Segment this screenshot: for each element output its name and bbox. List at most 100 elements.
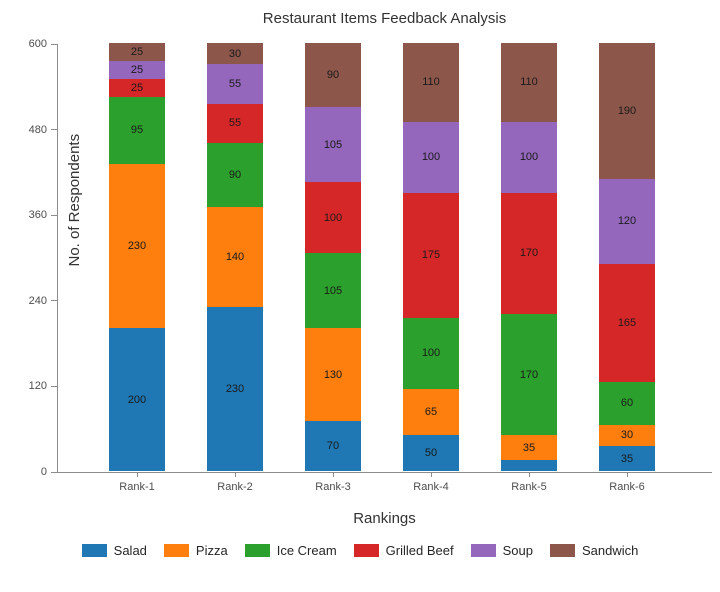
bar-value-label: 55 xyxy=(228,117,242,130)
x-axis-line xyxy=(57,472,712,473)
bar-segment-grilled-beef-rank-3: 100 xyxy=(305,182,361,254)
y-tick-mark xyxy=(51,214,57,216)
x-tick-label-rank-5: Rank-5 xyxy=(511,481,547,493)
bar-value-label: 25 xyxy=(130,81,144,94)
bar-segment-pizza-rank-1: 230 xyxy=(109,164,165,329)
legend-item-grilled-beef: Grilled Beef xyxy=(353,543,454,558)
bar-segment-ice-cream-rank-6: 60 xyxy=(599,381,655,425)
bar-segment-grilled-beef-rank-5: 170 xyxy=(501,192,557,315)
legend-label-pizza: Pizza xyxy=(195,543,228,558)
bar-value-label: 170 xyxy=(519,247,539,260)
bar-value-label: 70 xyxy=(326,440,340,453)
bar-value-label: 25 xyxy=(130,63,144,76)
legend-item-soup: Soup xyxy=(470,543,533,558)
bar-segment-sandwich-rank-4: 110 xyxy=(403,43,459,122)
bar-value-label: 65 xyxy=(424,406,438,419)
x-tick-label-rank-4: Rank-4 xyxy=(413,481,449,493)
x-tick-label-rank-6: Rank-6 xyxy=(609,481,645,493)
legend-item-sandwich: Sandwich xyxy=(549,543,639,558)
chart-legend: Salad Pizza Ice Cream Grilled Beef Soup Sandw… xyxy=(0,543,720,558)
bar-segment-grilled-beef-rank-4: 175 xyxy=(403,192,459,318)
bar-segment-pizza-rank-3: 130 xyxy=(305,328,361,422)
bar-segment-sandwich-rank-3: 90 xyxy=(305,43,361,108)
bar-value-label: 35 xyxy=(522,441,536,454)
bar-segment-pizza-rank-2: 140 xyxy=(207,207,263,307)
bar-value-label: 200 xyxy=(127,393,147,406)
bar-rank-4: 50 65 100 175 100 110 xyxy=(403,43,459,471)
y-tick-mark xyxy=(51,129,57,131)
bar-segment-ice-cream-rank-2: 90 xyxy=(207,142,263,208)
bar-segment-ice-cream-rank-5: 170 xyxy=(501,314,557,436)
x-tick-label-rank-3: Rank-3 xyxy=(315,481,351,493)
bar-segment-grilled-beef-rank-6: 165 xyxy=(599,264,655,382)
bar-value-label: 25 xyxy=(130,45,144,58)
legend-item-ice-cream: Ice Cream xyxy=(244,543,337,558)
bar-segment-grilled-beef-rank-1: 25 xyxy=(109,78,165,97)
y-tick-mark xyxy=(51,300,57,302)
bar-segment-sandwich-rank-1: 25 xyxy=(109,43,165,61)
y-axis-line xyxy=(57,44,58,472)
legend-swatch-grilled-beef xyxy=(353,544,379,557)
bar-segment-ice-cream-rank-4: 100 xyxy=(403,317,459,389)
y-tick-label: 0 xyxy=(40,466,47,478)
bar-segment-salad-rank-6: 35 xyxy=(599,446,655,471)
bar-rank-5: 35 170 170 100 110 xyxy=(501,43,557,471)
bar-value-label: 140 xyxy=(225,251,245,263)
x-tick-label-rank-1: Rank-1 xyxy=(119,481,155,493)
legend-label-soup: Soup xyxy=(502,543,533,558)
bar-value-label: 130 xyxy=(323,368,343,381)
bar-value-label: 55 xyxy=(228,78,242,91)
legend-swatch-sandwich xyxy=(549,544,575,557)
bar-value-label: 230 xyxy=(225,382,245,395)
legend-label-ice-cream: Ice Cream xyxy=(276,543,337,558)
y-tick-label: 120 xyxy=(28,380,47,393)
legend-label-sandwich: Sandwich xyxy=(581,543,639,558)
bar-value-label: 100 xyxy=(323,211,343,224)
x-tick-mark xyxy=(235,473,236,477)
legend-swatch-ice-cream xyxy=(244,544,270,557)
bar-rank-1: 200 230 95 25 25 25 xyxy=(109,43,165,471)
bar-segment-pizza-rank-4: 65 xyxy=(403,388,459,436)
x-tick-mark xyxy=(333,473,334,477)
bar-value-label: 190 xyxy=(617,104,637,117)
bar-segment-soup-rank-1: 25 xyxy=(109,60,165,79)
y-tick-mark xyxy=(51,471,57,473)
legend-swatch-salad xyxy=(81,544,107,557)
bar-segment-ice-cream-rank-1: 95 xyxy=(109,96,165,165)
bar-value-label: 170 xyxy=(519,368,539,381)
bar-value-label: 50 xyxy=(424,447,438,460)
y-tick-label: 240 xyxy=(28,294,47,307)
y-tick-mark xyxy=(51,385,57,387)
bar-value-label: 90 xyxy=(326,69,340,82)
bar-value-label: 100 xyxy=(421,347,441,360)
bar-value-label: 35 xyxy=(620,452,634,465)
chart-title: Restaurant Items Feedback Analysis xyxy=(262,10,507,27)
bar-value-label: 30 xyxy=(620,429,634,442)
plot-area: 0 120 240 360 480 600 Rank-1 Rank-2 Rank-3 Rank-… xyxy=(29,38,712,493)
bar-value-label: 110 xyxy=(520,76,538,89)
y-tick-label: 600 xyxy=(28,38,47,50)
bar-rank-6: 35 30 60 165 120 190 xyxy=(599,43,655,471)
bar-segment-sandwich-rank-5: 110 xyxy=(501,43,557,122)
legend-item-pizza: Pizza xyxy=(163,543,228,558)
y-tick-label: 360 xyxy=(28,209,47,222)
bar-segment-ice-cream-rank-3: 105 xyxy=(305,253,361,329)
y-tick-mark xyxy=(51,43,57,45)
bar-segment-salad-rank-4: 50 xyxy=(403,435,459,471)
bar-segment-salad-rank-3: 70 xyxy=(305,421,361,471)
bar-value-label: 30 xyxy=(228,47,242,60)
x-tick-mark xyxy=(137,473,138,477)
bar-segment-salad-rank-5 xyxy=(501,460,557,471)
bar-value-label: 120 xyxy=(617,215,637,228)
legend-label-salad: Salad xyxy=(113,543,147,558)
bar-value-label: 105 xyxy=(323,284,343,297)
x-tick-mark xyxy=(627,473,628,477)
bar-segment-grilled-beef-rank-2: 55 xyxy=(207,103,263,143)
legend-swatch-soup xyxy=(470,544,496,557)
bar-rank-2: 230 140 90 55 55 30 xyxy=(207,43,263,471)
bar-segment-soup-rank-5: 100 xyxy=(501,121,557,193)
bar-segment-soup-rank-4: 100 xyxy=(403,121,459,193)
bar-segment-salad-rank-1: 200 xyxy=(109,328,165,471)
legend-swatch-pizza xyxy=(163,544,189,557)
